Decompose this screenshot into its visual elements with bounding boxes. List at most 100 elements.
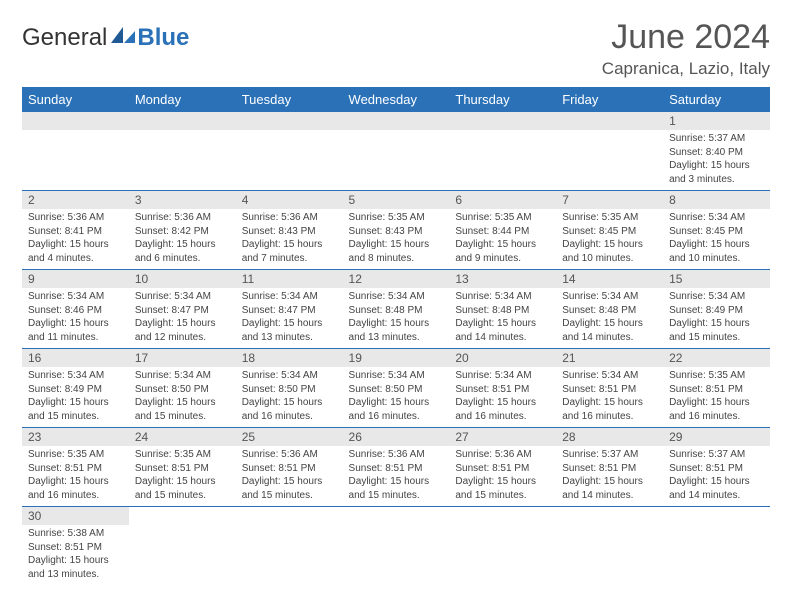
day-number: 25 — [236, 428, 343, 446]
calendar-cell — [22, 112, 129, 191]
daylight-line: Daylight: 15 hours and 6 minutes. — [135, 238, 230, 265]
day-number: 28 — [556, 428, 663, 446]
calendar-cell: 25Sunrise: 5:36 AMSunset: 8:51 PMDayligh… — [236, 428, 343, 507]
day-number: 18 — [236, 349, 343, 367]
weekday-header: Tuesday — [236, 87, 343, 112]
sunset-line: Sunset: 8:51 PM — [455, 462, 550, 476]
sunset-line: Sunset: 8:41 PM — [28, 225, 123, 239]
day-details: Sunrise: 5:36 AMSunset: 8:43 PMDaylight:… — [236, 209, 343, 269]
day-number: 2 — [22, 191, 129, 209]
sunrise-line: Sunrise: 5:36 AM — [242, 448, 337, 462]
calendar-cell: 13Sunrise: 5:34 AMSunset: 8:48 PMDayligh… — [449, 270, 556, 349]
calendar-cell: 14Sunrise: 5:34 AMSunset: 8:48 PMDayligh… — [556, 270, 663, 349]
calendar-row: 30Sunrise: 5:38 AMSunset: 8:51 PMDayligh… — [22, 507, 770, 586]
calendar-cell: 18Sunrise: 5:34 AMSunset: 8:50 PMDayligh… — [236, 349, 343, 428]
day-details: Sunrise: 5:38 AMSunset: 8:51 PMDaylight:… — [22, 525, 129, 585]
sunset-line: Sunset: 8:42 PM — [135, 225, 230, 239]
weekday-header: Friday — [556, 87, 663, 112]
calendar-cell — [236, 112, 343, 191]
calendar-cell: 10Sunrise: 5:34 AMSunset: 8:47 PMDayligh… — [129, 270, 236, 349]
day-number: 29 — [663, 428, 770, 446]
calendar-cell: 24Sunrise: 5:35 AMSunset: 8:51 PMDayligh… — [129, 428, 236, 507]
day-number: 9 — [22, 270, 129, 288]
calendar-row: 16Sunrise: 5:34 AMSunset: 8:49 PMDayligh… — [22, 349, 770, 428]
sunset-line: Sunset: 8:51 PM — [669, 462, 764, 476]
sunrise-line: Sunrise: 5:35 AM — [669, 369, 764, 383]
sunrise-line: Sunrise: 5:34 AM — [669, 290, 764, 304]
header: General Blue June 2024 Capranica, Lazio,… — [22, 18, 770, 79]
title-block: June 2024 Capranica, Lazio, Italy — [602, 18, 770, 79]
day-details: Sunrise: 5:34 AMSunset: 8:49 PMDaylight:… — [663, 288, 770, 348]
day-details: Sunrise: 5:34 AMSunset: 8:47 PMDaylight:… — [236, 288, 343, 348]
sunrise-line: Sunrise: 5:36 AM — [349, 448, 444, 462]
daylight-line: Daylight: 15 hours and 14 minutes. — [669, 475, 764, 502]
sunset-line: Sunset: 8:50 PM — [242, 383, 337, 397]
day-number: 8 — [663, 191, 770, 209]
sunrise-line: Sunrise: 5:37 AM — [669, 132, 764, 146]
sunset-line: Sunset: 8:50 PM — [135, 383, 230, 397]
daylight-line: Daylight: 15 hours and 16 minutes. — [669, 396, 764, 423]
calendar-cell: 22Sunrise: 5:35 AMSunset: 8:51 PMDayligh… — [663, 349, 770, 428]
daylight-line: Daylight: 15 hours and 3 minutes. — [669, 159, 764, 186]
calendar-cell — [556, 507, 663, 586]
daylight-line: Daylight: 15 hours and 15 minutes. — [349, 475, 444, 502]
calendar-cell: 5Sunrise: 5:35 AMSunset: 8:43 PMDaylight… — [343, 191, 450, 270]
daylight-line: Daylight: 15 hours and 13 minutes. — [349, 317, 444, 344]
calendar-cell — [343, 112, 450, 191]
daylight-line: Daylight: 15 hours and 15 minutes. — [242, 475, 337, 502]
day-number: 3 — [129, 191, 236, 209]
calendar-cell: 8Sunrise: 5:34 AMSunset: 8:45 PMDaylight… — [663, 191, 770, 270]
sunrise-line: Sunrise: 5:34 AM — [242, 369, 337, 383]
daylight-line: Daylight: 15 hours and 15 minutes. — [135, 475, 230, 502]
sunrise-line: Sunrise: 5:35 AM — [28, 448, 123, 462]
day-details: Sunrise: 5:34 AMSunset: 8:48 PMDaylight:… — [449, 288, 556, 348]
day-number: 1 — [663, 112, 770, 130]
sunrise-line: Sunrise: 5:36 AM — [28, 211, 123, 225]
calendar-cell: 4Sunrise: 5:36 AMSunset: 8:43 PMDaylight… — [236, 191, 343, 270]
daylight-line: Daylight: 15 hours and 16 minutes. — [28, 475, 123, 502]
month-title: June 2024 — [602, 18, 770, 57]
daylight-line: Daylight: 15 hours and 15 minutes. — [669, 317, 764, 344]
day-details: Sunrise: 5:34 AMSunset: 8:51 PMDaylight:… — [556, 367, 663, 427]
calendar-cell: 1Sunrise: 5:37 AMSunset: 8:40 PMDaylight… — [663, 112, 770, 191]
sunset-line: Sunset: 8:43 PM — [349, 225, 444, 239]
day-number: 14 — [556, 270, 663, 288]
calendar-row: 2Sunrise: 5:36 AMSunset: 8:41 PMDaylight… — [22, 191, 770, 270]
day-details: Sunrise: 5:34 AMSunset: 8:50 PMDaylight:… — [343, 367, 450, 427]
daylight-line: Daylight: 15 hours and 8 minutes. — [349, 238, 444, 265]
location: Capranica, Lazio, Italy — [602, 59, 770, 79]
sunrise-line: Sunrise: 5:34 AM — [28, 290, 123, 304]
logo-text-1: General — [22, 24, 107, 52]
calendar-cell: 3Sunrise: 5:36 AMSunset: 8:42 PMDaylight… — [129, 191, 236, 270]
day-details: Sunrise: 5:34 AMSunset: 8:47 PMDaylight:… — [129, 288, 236, 348]
sunset-line: Sunset: 8:43 PM — [242, 225, 337, 239]
day-details: Sunrise: 5:34 AMSunset: 8:45 PMDaylight:… — [663, 209, 770, 269]
calendar-cell: 23Sunrise: 5:35 AMSunset: 8:51 PMDayligh… — [22, 428, 129, 507]
day-details: Sunrise: 5:35 AMSunset: 8:51 PMDaylight:… — [22, 446, 129, 506]
sunset-line: Sunset: 8:45 PM — [669, 225, 764, 239]
calendar-table: SundayMondayTuesdayWednesdayThursdayFrid… — [22, 87, 770, 585]
day-number: 15 — [663, 270, 770, 288]
sunrise-line: Sunrise: 5:34 AM — [135, 290, 230, 304]
calendar-cell: 21Sunrise: 5:34 AMSunset: 8:51 PMDayligh… — [556, 349, 663, 428]
calendar-cell: 15Sunrise: 5:34 AMSunset: 8:49 PMDayligh… — [663, 270, 770, 349]
day-details: Sunrise: 5:36 AMSunset: 8:42 PMDaylight:… — [129, 209, 236, 269]
sunset-line: Sunset: 8:51 PM — [669, 383, 764, 397]
calendar-cell — [449, 112, 556, 191]
day-number: 13 — [449, 270, 556, 288]
sunrise-line: Sunrise: 5:34 AM — [562, 290, 657, 304]
day-details: Sunrise: 5:36 AMSunset: 8:51 PMDaylight:… — [236, 446, 343, 506]
day-details: Sunrise: 5:37 AMSunset: 8:40 PMDaylight:… — [663, 130, 770, 190]
calendar-cell — [449, 507, 556, 586]
day-details: Sunrise: 5:34 AMSunset: 8:48 PMDaylight:… — [343, 288, 450, 348]
calendar-cell — [129, 507, 236, 586]
calendar-cell: 30Sunrise: 5:38 AMSunset: 8:51 PMDayligh… — [22, 507, 129, 586]
day-number: 21 — [556, 349, 663, 367]
day-details: Sunrise: 5:36 AMSunset: 8:41 PMDaylight:… — [22, 209, 129, 269]
empty-day-header — [236, 112, 343, 130]
empty-day-header — [22, 112, 129, 130]
day-details: Sunrise: 5:35 AMSunset: 8:51 PMDaylight:… — [663, 367, 770, 427]
sunset-line: Sunset: 8:49 PM — [28, 383, 123, 397]
sunset-line: Sunset: 8:46 PM — [28, 304, 123, 318]
sunrise-line: Sunrise: 5:34 AM — [242, 290, 337, 304]
